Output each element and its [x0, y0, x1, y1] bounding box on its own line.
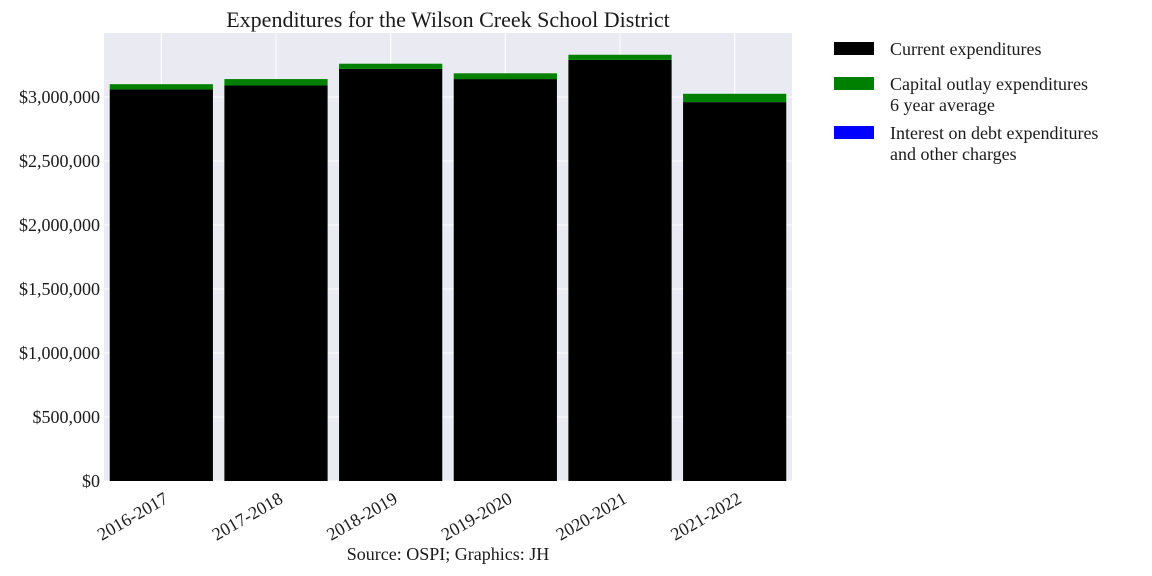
legend-label-3: Interest on debt expenditures and other c… — [890, 123, 1098, 164]
bar-2016-2017-series-1 — [109, 89, 213, 481]
legend-swatch-2 — [834, 77, 874, 90]
y-tick-label: $3,000,000 — [19, 87, 100, 107]
bar-2019-2020-series-1 — [453, 79, 557, 481]
bar-2018-2019-series-2 — [339, 63, 443, 69]
y-tick-label: $500,000 — [33, 407, 101, 427]
x-axis-ticks: 2016-2017 2017-2018 2018-2019 2019-2020 2020… — [94, 488, 745, 544]
y-tick-label: $2,500,000 — [19, 151, 100, 171]
x-tick-label: 2021-2022 — [667, 488, 745, 544]
bar-2020-2021-series-1 — [568, 59, 672, 481]
bar-2018-2019-series-1 — [339, 68, 443, 481]
x-tick-label: 2017-2018 — [208, 488, 286, 544]
legend-swatch-3 — [834, 126, 874, 139]
bar-2021-2022-series-2 — [683, 93, 787, 103]
bar-2017-2018-series-1 — [224, 85, 328, 481]
plot-background — [104, 33, 792, 481]
y-tick-label: $2,000,000 — [19, 215, 100, 235]
source-note: Source: OSPI; Graphics: JH — [347, 544, 549, 564]
legend: Current expenditures Capital outlay expen… — [834, 39, 1098, 164]
chart-title: Expenditures for the Wilson Creek School… — [226, 7, 670, 32]
legend-label-2: Capital outlay expenditures 6 year averag… — [890, 74, 1088, 115]
legend-label-1: Current expenditures — [890, 39, 1041, 59]
y-tick-label: $1,500,000 — [19, 279, 100, 299]
bar-2017-2018-series-2 — [224, 79, 328, 86]
y-tick-label: $0 — [82, 471, 100, 491]
bars — [109, 54, 787, 482]
legend-swatch-1 — [834, 42, 874, 55]
bar-2020-2021-series-2 — [568, 54, 672, 60]
bar-2019-2020-series-2 — [453, 73, 557, 80]
x-tick-label: 2019-2020 — [438, 488, 516, 544]
x-tick-label: 2020-2021 — [552, 488, 630, 544]
x-tick-label: 2018-2019 — [323, 488, 401, 544]
y-tick-label: $1,000,000 — [19, 343, 100, 363]
x-tick-label: 2016-2017 — [94, 488, 172, 544]
y-axis-ticks: $0 $500,000 $1,000,000 $1,500,000 $2,000,000… — [19, 87, 100, 491]
bar-2021-2022-series-1 — [683, 102, 787, 482]
bar-2016-2017-series-2 — [109, 84, 213, 90]
